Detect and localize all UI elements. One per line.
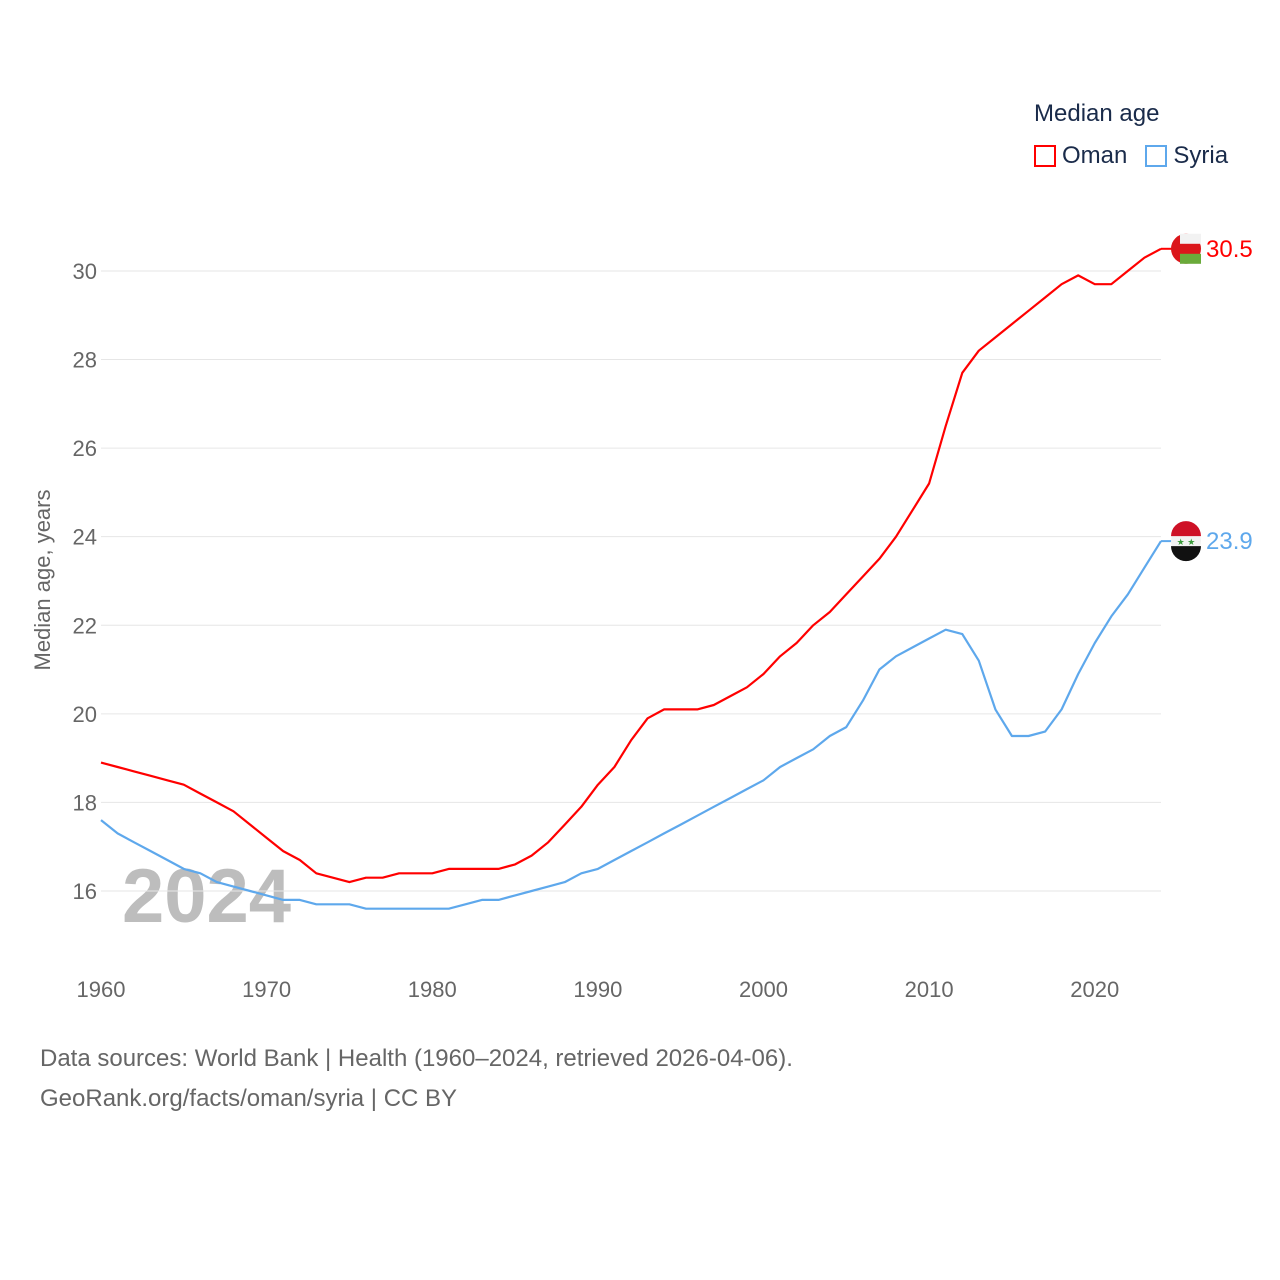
oman-flag-white-band <box>1180 233 1201 244</box>
x-tick-label: 1960 <box>77 977 126 1002</box>
y-tick-label: 22 <box>73 613 97 638</box>
y-tick-label: 28 <box>73 348 97 373</box>
legend: Oman Syria <box>1034 142 1228 170</box>
x-tick-label: 2020 <box>1070 977 1119 1002</box>
y-tick-label: 20 <box>73 702 97 727</box>
y-tick-label: 26 <box>73 436 97 461</box>
end-value-label-syria: 23.9 <box>1206 528 1253 555</box>
legend-swatch-oman <box>1034 145 1056 167</box>
x-tick-label: 2010 <box>905 977 954 1002</box>
syria-flag-black-band <box>1171 546 1201 562</box>
year-watermark: 2024 <box>122 854 291 939</box>
legend-title: Median age <box>1034 100 1160 127</box>
data-source-text: Data sources: World Bank | Health (1960–… <box>40 1045 793 1072</box>
x-tick-label: 1980 <box>408 977 457 1002</box>
syria-flag-red-band <box>1171 521 1201 537</box>
y-tick-label: 30 <box>73 259 97 284</box>
y-tick-label: 18 <box>73 790 97 815</box>
legend-item-syria[interactable]: Syria <box>1145 142 1228 170</box>
end-value-label-oman: 30.5 <box>1206 236 1253 263</box>
y-tick-label: 24 <box>73 525 97 550</box>
y-tick-label: 16 <box>73 879 97 904</box>
x-tick-label: 1990 <box>573 977 622 1002</box>
series-line-oman <box>100 247 1162 884</box>
series-line-syria <box>100 540 1162 910</box>
syria-flag-stars: ★ ★ <box>1177 537 1196 547</box>
oman-flag-green-band <box>1180 253 1201 264</box>
x-tick-label: 2000 <box>739 977 788 1002</box>
legend-label-syria: Syria <box>1173 142 1229 169</box>
x-tick-label: 1970 <box>242 977 291 1002</box>
attribution-link[interactable]: GeoRank.org/facts/oman/syria | CC BY <box>40 1085 458 1112</box>
y-axis-label: Median age, years <box>30 490 55 671</box>
legend-label-oman: Oman <box>1062 142 1128 169</box>
legend-item-oman[interactable]: Oman <box>1034 142 1127 170</box>
legend-swatch-syria <box>1145 145 1168 167</box>
